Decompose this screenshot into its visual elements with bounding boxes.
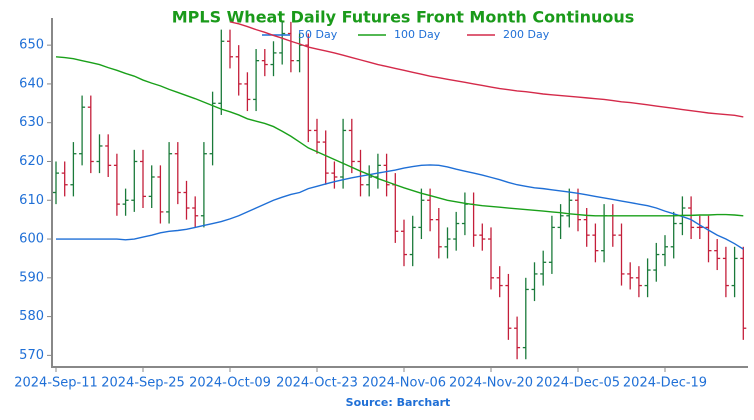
ma-line [56, 164, 744, 250]
ma-line [229, 21, 744, 118]
x-tick-label: 2024-Dec-05 [536, 376, 620, 391]
source: Source: Barchart [346, 396, 451, 409]
x-tick-label: 2024-Sep-11 [14, 376, 98, 391]
y-tick-label: 650 [19, 38, 44, 53]
y-tick-label: 620 [19, 154, 44, 169]
chart-title: MPLS Wheat Daily Futures Front Month Con… [172, 8, 635, 27]
legend-label: 200 Day [503, 28, 550, 41]
y-tick-label: 590 [19, 270, 44, 285]
ma-line [55, 56, 744, 217]
x-tick-label: 2024-Dec-19 [623, 376, 707, 391]
legend-label: 100 Day [394, 28, 441, 41]
y-tick-label: 580 [19, 309, 44, 324]
legend-label: 50 Day [298, 28, 338, 41]
x-tick-label: 2024-Nov-06 [362, 376, 446, 391]
y-tick-label: 600 [19, 232, 44, 247]
x-tick-label: 2024-Oct-09 [189, 376, 271, 391]
x-tick-label: 2024-Nov-20 [449, 376, 533, 391]
x-tick-label: 2024-Sep-25 [101, 376, 185, 391]
y-tick-label: 640 [19, 76, 44, 91]
y-tick-label: 610 [19, 193, 44, 208]
y-tick-label: 630 [19, 115, 44, 130]
y-tick-label: 570 [19, 348, 44, 363]
x-tick-label: 2024-Oct-23 [276, 376, 358, 391]
